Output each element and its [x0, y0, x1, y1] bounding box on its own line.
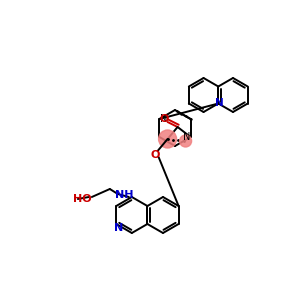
Text: O: O	[160, 114, 169, 124]
Circle shape	[159, 130, 177, 148]
Text: N: N	[160, 114, 167, 124]
Text: N: N	[114, 223, 123, 233]
Text: N: N	[215, 98, 224, 107]
Text: HO: HO	[73, 194, 91, 204]
Text: NH: NH	[115, 190, 133, 200]
Text: O: O	[151, 150, 160, 160]
Circle shape	[180, 135, 192, 147]
Text: N: N	[183, 132, 190, 142]
